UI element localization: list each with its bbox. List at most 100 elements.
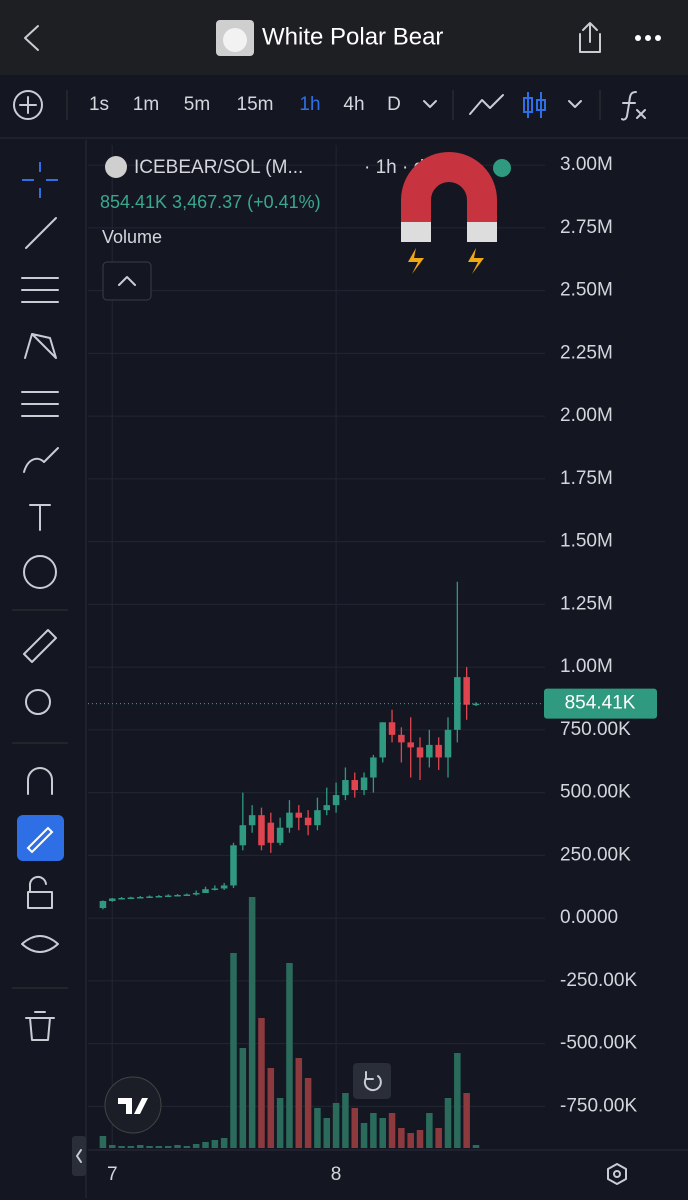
text-tool[interactable] [29, 504, 51, 531]
zoom-tool[interactable] [25, 689, 51, 715]
brush-tool[interactable] [23, 447, 59, 473]
interval-button[interactable]: 15m [237, 94, 274, 115]
candle-body [332, 795, 340, 806]
x-tick-label: 7 [107, 1164, 118, 1185]
interval-button[interactable]: 1h [299, 94, 320, 115]
y-tick-label: 1.00M [560, 656, 613, 677]
volume-bar [286, 963, 293, 1148]
candle-body [379, 722, 386, 758]
reset-button[interactable] [353, 1063, 391, 1099]
interval-button[interactable]: D [387, 94, 401, 115]
volume-bar [164, 1146, 172, 1148]
settings-button[interactable] [607, 1163, 627, 1185]
projection-tool[interactable] [21, 391, 59, 417]
x-tick-label: 8 [331, 1164, 342, 1185]
volume-bar [276, 1098, 284, 1148]
chart-type-menu[interactable] [568, 100, 582, 108]
candle-body [416, 747, 424, 758]
volume-bar [342, 1093, 349, 1148]
volume-bar [202, 1142, 209, 1148]
delete-tool[interactable] [25, 1011, 55, 1041]
last-price-badge [544, 688, 657, 719]
candle-body [388, 722, 396, 735]
legend-indicator: Volume [102, 227, 162, 247]
interval-button[interactable]: 1m [133, 94, 159, 115]
volume-bar [239, 1048, 247, 1148]
y-tick-label: 0.0000 [560, 907, 618, 928]
candle-body [407, 742, 414, 748]
magnet-sticker [401, 152, 497, 274]
fib-tool[interactable] [21, 277, 59, 303]
volume-bar [118, 1146, 125, 1148]
volume-bar [258, 1018, 265, 1148]
ruler-tool[interactable] [23, 629, 57, 663]
collapse-button[interactable] [102, 261, 152, 301]
volume-bar [220, 1138, 228, 1148]
candle-body [183, 894, 191, 896]
candle-body [146, 896, 153, 898]
y-tick-label: 2.50M [560, 280, 613, 301]
interval-button[interactable]: 5m [184, 94, 210, 115]
candle-body [351, 780, 359, 791]
y-tick-label: 2.25M [560, 342, 613, 363]
indicators-button[interactable] [621, 91, 646, 121]
tv-logo[interactable] [104, 1076, 162, 1134]
candle-body [108, 898, 116, 902]
emoji-tool[interactable] [23, 555, 57, 589]
candle-body [220, 885, 228, 889]
volume-bar [108, 1145, 116, 1148]
y-tick-label: 1.50M [560, 531, 613, 552]
volume-bar [304, 1078, 312, 1148]
magnet-tool[interactable] [27, 767, 53, 795]
candle-body [360, 777, 368, 791]
interval-button[interactable]: 4h [343, 94, 364, 115]
more-button[interactable] [635, 35, 661, 41]
drawing-mode-icon [26, 826, 54, 854]
volume-bar [230, 953, 237, 1148]
candle-chart-button[interactable] [523, 92, 546, 118]
settings-dot [613, 1170, 621, 1178]
candle-body [99, 901, 107, 909]
volume-bar [407, 1133, 414, 1148]
line-chart-button[interactable] [469, 94, 504, 115]
interval-button[interactable]: 1s [89, 94, 109, 115]
crosshair-tool[interactable] [22, 162, 58, 198]
volume-bar [332, 1103, 340, 1148]
volume-bar [323, 1118, 331, 1148]
candle-body [239, 825, 247, 846]
trend-line-tool[interactable] [25, 217, 57, 249]
back-button[interactable] [24, 25, 39, 51]
volume-bar [136, 1145, 144, 1148]
plot-area: -750.00K -500.00K -250.00K 0.0000 250.00K 500… [88, 145, 657, 1185]
collapse-icon [118, 276, 136, 286]
candle-body [276, 827, 284, 843]
candle-body [174, 894, 181, 897]
add-symbol[interactable] [13, 90, 43, 120]
candle-body [454, 677, 461, 730]
interval-menu[interactable] [423, 100, 437, 108]
pattern-tool[interactable] [24, 333, 57, 359]
visibility-tool[interactable] [21, 935, 59, 953]
legend-symbol: ICEBEAR/SOL (M... [134, 157, 303, 178]
lock-tool[interactable] [27, 875, 53, 909]
volume-bar [183, 1146, 191, 1148]
candle-body [295, 812, 303, 818]
candle-body [192, 892, 200, 895]
volume-bar [388, 1113, 396, 1148]
candle-body [164, 895, 172, 897]
toolbar-toggle[interactable] [72, 1136, 86, 1176]
candle-body [118, 898, 125, 900]
drawing-mode-tool[interactable] [17, 815, 64, 861]
candle-body [304, 817, 312, 826]
volume-bar [192, 1144, 200, 1148]
candle-body [435, 744, 442, 758]
left-toolbar [12, 162, 68, 1041]
y-tick-label: 500.00K [560, 782, 631, 803]
volume-bar [444, 1098, 452, 1148]
legend-ohlc: 854.41K 3,467.37 (+0.41%) [100, 192, 321, 212]
y-tick-label: 1.75M [560, 468, 613, 489]
share-button[interactable] [579, 22, 601, 53]
volume-bar [267, 1068, 275, 1148]
